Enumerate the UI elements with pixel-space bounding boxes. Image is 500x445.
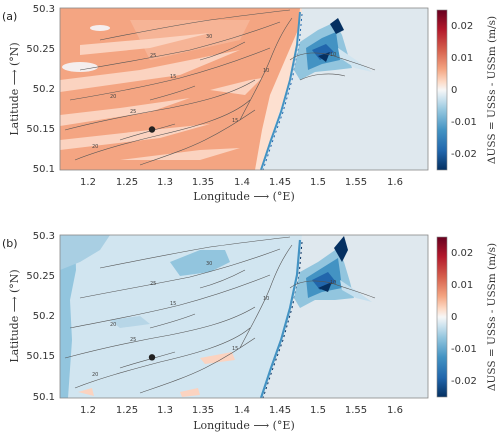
svg-text:-0.02: -0.02 bbox=[451, 376, 477, 387]
svg-text:50.15: 50.15 bbox=[26, 351, 55, 362]
panel-b-y-ticks: 50.3 50.25 50.2 50.15 50.1 bbox=[26, 231, 55, 403]
svg-text:1.5: 1.5 bbox=[310, 405, 326, 416]
svg-text:0: 0 bbox=[451, 85, 457, 96]
svg-text:50.2: 50.2 bbox=[33, 311, 55, 322]
svg-text:10: 10 bbox=[263, 296, 269, 302]
panel-b: (b) bbox=[2, 231, 498, 432]
svg-text:50.1: 50.1 bbox=[33, 164, 55, 175]
panel-a-light-streaks bbox=[60, 33, 262, 160]
svg-text:1.2: 1.2 bbox=[80, 177, 96, 188]
svg-text:25: 25 bbox=[130, 337, 136, 343]
panel-a-contour-labels: 20 25 15 30 15 10 25 20 10 bbox=[92, 34, 336, 150]
svg-text:10: 10 bbox=[263, 68, 269, 74]
svg-text:1.6: 1.6 bbox=[387, 405, 403, 416]
svg-text:15: 15 bbox=[170, 74, 176, 80]
svg-text:0.01: 0.01 bbox=[451, 280, 473, 291]
panel-b-map: 20 25 15 30 15 10 25 20 10 bbox=[60, 235, 428, 398]
svg-text:0.02: 0.02 bbox=[451, 21, 473, 32]
svg-text:20: 20 bbox=[92, 372, 98, 378]
panel-b-estuary-negative bbox=[294, 236, 372, 308]
svg-text:25: 25 bbox=[150, 281, 156, 287]
panel-b-colorbar-label: ΔUSS = USSs - USSm (m/s) bbox=[486, 243, 498, 391]
panel-a: (a) bbox=[2, 4, 498, 203]
panel-b-colorbar-ticks: 0.02 0.01 0 -0.01 -0.02 bbox=[451, 248, 477, 387]
svg-text:1.45: 1.45 bbox=[269, 405, 291, 416]
panel-b-colorbar bbox=[436, 236, 448, 398]
svg-text:1.3: 1.3 bbox=[157, 177, 173, 188]
svg-text:1.35: 1.35 bbox=[192, 177, 214, 188]
panel-b-contours bbox=[64, 236, 376, 394]
svg-text:1.25: 1.25 bbox=[116, 405, 138, 416]
panel-b-coast-band bbox=[259, 239, 302, 398]
panel-a-y-ticks: 50.3 50.25 50.2 50.15 50.1 bbox=[26, 4, 55, 175]
svg-text:1.4: 1.4 bbox=[234, 177, 250, 188]
svg-text:1.4: 1.4 bbox=[234, 405, 250, 416]
svg-text:10: 10 bbox=[330, 280, 336, 286]
panel-a-map: 20 25 15 30 15 10 25 20 10 bbox=[60, 8, 428, 170]
panel-a-coast-band bbox=[260, 11, 301, 170]
svg-text:1.2: 1.2 bbox=[80, 405, 96, 416]
svg-text:50.15: 50.15 bbox=[26, 124, 55, 135]
panel-a-estuary-negative bbox=[294, 18, 372, 80]
svg-text:20: 20 bbox=[92, 144, 98, 150]
svg-text:-0.02: -0.02 bbox=[451, 149, 477, 160]
svg-text:1.45: 1.45 bbox=[269, 177, 291, 188]
svg-text:50.2: 50.2 bbox=[33, 84, 55, 95]
svg-text:1.5: 1.5 bbox=[310, 177, 326, 188]
panel-a-station-marker bbox=[148, 126, 156, 133]
panel-a-label: (a) bbox=[2, 10, 17, 23]
svg-text:30: 30 bbox=[206, 261, 212, 267]
panel-b-contour-labels: 20 25 15 30 15 10 25 20 10 bbox=[92, 261, 336, 378]
svg-text:1.6: 1.6 bbox=[387, 177, 403, 188]
svg-text:15: 15 bbox=[232, 118, 238, 124]
panel-b-label: (b) bbox=[2, 237, 18, 250]
svg-text:50.25: 50.25 bbox=[26, 271, 55, 282]
panel-b-x-axis-label: Longitude ⟶ (°E) bbox=[193, 419, 295, 432]
svg-text:15: 15 bbox=[232, 346, 238, 352]
svg-text:50.3: 50.3 bbox=[33, 4, 55, 15]
panel-a-x-ticks: 1.2 1.25 1.3 1.35 1.4 1.45 1.5 1.55 1.6 bbox=[80, 177, 403, 188]
svg-text:1.35: 1.35 bbox=[192, 405, 214, 416]
panel-a-colorbar-label: ΔUSS = USSs - USSm (m/s) bbox=[486, 16, 498, 164]
svg-text:0.01: 0.01 bbox=[451, 53, 473, 64]
panel-a-colorbar-ticks: 0.02 0.01 0 -0.01 -0.02 bbox=[451, 21, 477, 160]
panel-a-contours bbox=[64, 9, 376, 166]
svg-text:1.55: 1.55 bbox=[345, 177, 367, 188]
svg-text:50.3: 50.3 bbox=[33, 231, 55, 242]
panel-b-y-axis-label: Latitude ⟶ (°N) bbox=[8, 269, 21, 362]
svg-text:-0.01: -0.01 bbox=[451, 344, 477, 355]
svg-text:1.25: 1.25 bbox=[116, 177, 138, 188]
svg-text:1.3: 1.3 bbox=[157, 405, 173, 416]
panel-b-station-marker bbox=[148, 354, 156, 361]
svg-text:50.1: 50.1 bbox=[33, 392, 55, 403]
svg-text:0: 0 bbox=[451, 312, 457, 323]
svg-text:30: 30 bbox=[206, 34, 212, 40]
svg-text:20: 20 bbox=[110, 94, 116, 100]
svg-text:25: 25 bbox=[130, 109, 136, 115]
svg-text:1.55: 1.55 bbox=[345, 405, 367, 416]
panel-b-negative-patches bbox=[60, 235, 230, 398]
svg-text:20: 20 bbox=[110, 322, 116, 328]
panel-a-near-zero-patches bbox=[62, 25, 110, 72]
svg-text:50.25: 50.25 bbox=[26, 44, 55, 55]
panel-a-y-axis-label: Latitude ⟶ (°N) bbox=[8, 42, 21, 135]
panel-a-colorbar bbox=[436, 9, 448, 171]
panel-a-frame bbox=[59, 7, 429, 171]
panel-b-frame bbox=[59, 234, 429, 399]
panel-a-x-axis-label: Longitude ⟶ (°E) bbox=[193, 190, 295, 203]
svg-text:15: 15 bbox=[170, 301, 176, 307]
svg-text:10: 10 bbox=[330, 52, 336, 58]
panel-b-positive-patches bbox=[78, 352, 235, 397]
svg-text:25: 25 bbox=[150, 53, 156, 59]
panel-b-x-ticks: 1.2 1.25 1.3 1.35 1.4 1.45 1.5 1.55 1.6 bbox=[80, 405, 403, 416]
svg-text:-0.01: -0.01 bbox=[451, 117, 477, 128]
svg-text:0.02: 0.02 bbox=[451, 248, 473, 259]
